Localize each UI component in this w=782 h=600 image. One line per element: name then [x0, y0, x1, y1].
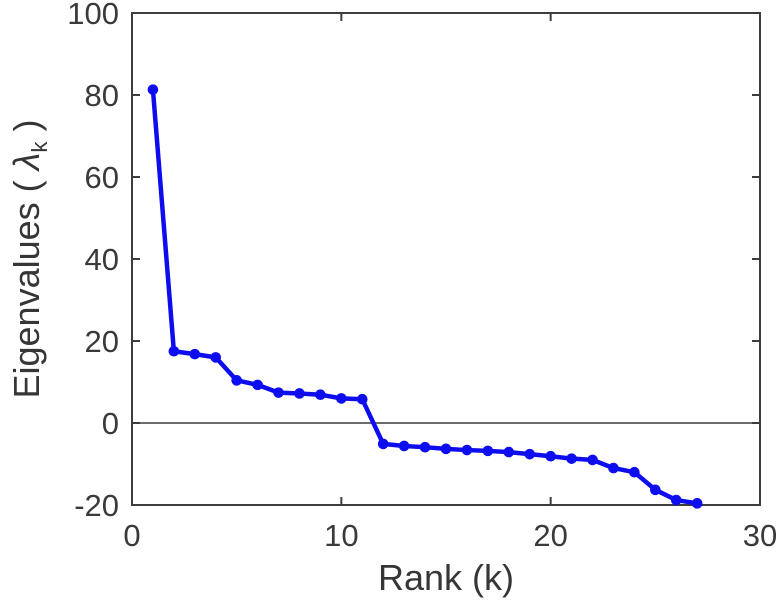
eigenvalue-series-line [150, 87, 700, 506]
data-point-marker [566, 453, 577, 464]
data-point-marker [398, 440, 410, 452]
data-point-marker [231, 375, 242, 386]
y-tick-label: 0 [102, 406, 119, 441]
y-tick-label: 20 [85, 324, 119, 359]
data-point-marker [377, 438, 389, 450]
data-point-marker [650, 484, 661, 496]
y-axis-label: Eigenvalues ( λk ) [6, 119, 52, 399]
data-point-marker [440, 443, 452, 455]
lambda-symbol: λ [6, 152, 47, 171]
y-tick-label: 40 [85, 242, 119, 277]
data-point-marker [147, 84, 159, 95]
data-point-marker [670, 494, 682, 506]
data-point-marker [356, 393, 368, 405]
data-point-marker [168, 345, 180, 357]
data-point-marker [294, 388, 305, 399]
data-point-marker [545, 450, 556, 462]
y-tick-label: -20 [74, 488, 119, 523]
x-tick-label: 20 [533, 518, 567, 553]
y-axis-label-suffix: ) [6, 119, 47, 142]
data-point-marker [524, 448, 536, 460]
data-point-marker [252, 379, 263, 391]
data-point-marker [210, 352, 222, 363]
plot-frame [131, 12, 761, 506]
data-point-marker [482, 445, 494, 457]
data-point-marker [503, 446, 515, 458]
y-axis-label-text: Eigenvalues ( [6, 170, 47, 399]
data-point-marker [608, 462, 619, 474]
x-tick-label: 30 [743, 518, 777, 553]
lambda-subscript-k: k [27, 141, 53, 153]
x-axis-label: Rank (k) [377, 557, 515, 598]
data-point-marker [273, 387, 284, 398]
data-point-marker [315, 389, 326, 401]
y-tick-label: 100 [67, 0, 119, 31]
data-point-marker [189, 348, 201, 360]
data-point-marker [419, 441, 431, 453]
data-point-marker [691, 498, 703, 509]
data-point-marker [336, 393, 347, 404]
x-tick-label: 0 [123, 518, 140, 553]
y-tick-label: 60 [85, 160, 119, 195]
y-tick-label: 80 [85, 78, 119, 113]
x-tick-label: 10 [324, 518, 358, 553]
data-point-marker [461, 444, 473, 456]
data-point-marker [629, 466, 640, 478]
data-point-marker [587, 454, 598, 466]
